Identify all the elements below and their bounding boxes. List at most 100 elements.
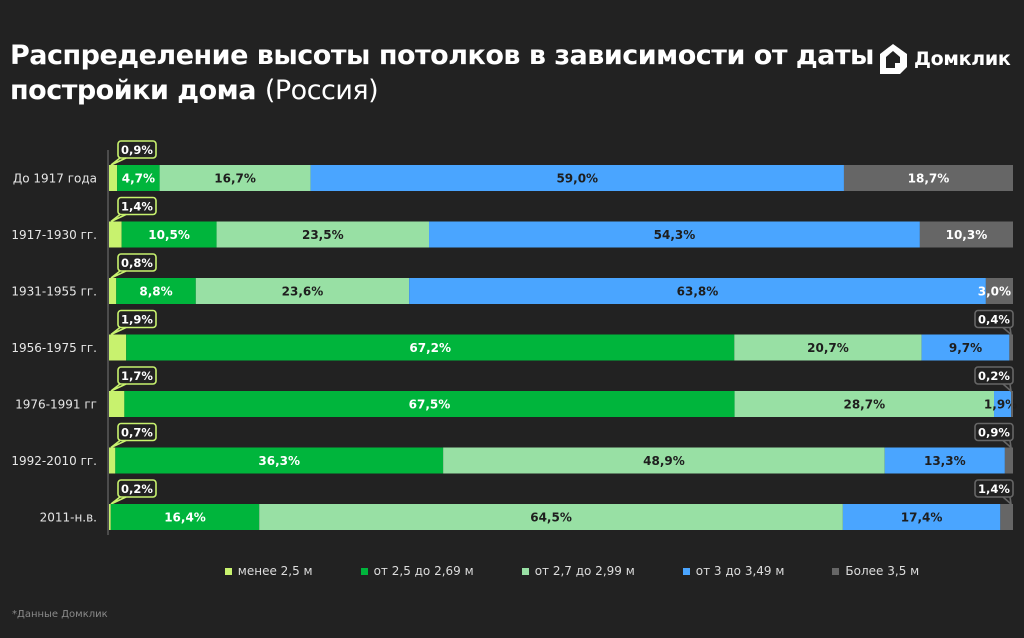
data-label: 17,4% xyxy=(901,511,943,525)
callout-box xyxy=(117,253,157,272)
bar-segment xyxy=(109,391,125,417)
category-label: 1956-1975 гг. xyxy=(11,341,97,355)
data-label: 0,9% xyxy=(978,426,1010,440)
bar-segment xyxy=(110,504,260,530)
data-label: 1,9% xyxy=(121,313,153,327)
category-label: До 1917 года xyxy=(13,172,97,186)
data-label: 10,5% xyxy=(148,228,190,242)
legend-label: от 2,7 до 2,99 м xyxy=(534,564,635,578)
legend-item: от 2,7 до 2,99 м xyxy=(521,564,635,578)
callout-box xyxy=(974,366,1014,385)
bar-segment xyxy=(985,278,1013,304)
legend-swatch xyxy=(521,567,529,575)
data-label: 1,4% xyxy=(978,482,1010,496)
data-label: 1,7% xyxy=(121,369,153,383)
callout-box xyxy=(117,479,157,498)
data-label: 0,4% xyxy=(978,313,1010,327)
footnote: *Данные Домклик xyxy=(12,609,108,620)
bar-segment xyxy=(109,447,116,474)
data-label: 13,3% xyxy=(924,454,966,468)
bar-segment xyxy=(159,165,311,191)
data-label: 0,2% xyxy=(978,369,1010,383)
category-label: 1931-1955 гг. xyxy=(11,285,97,299)
legend-item: от 3 до 3,49 м xyxy=(682,564,785,578)
legend-item: от 2,5 до 2,69 м xyxy=(360,564,474,578)
bar-segment xyxy=(443,447,885,474)
bar-segment xyxy=(884,447,1005,474)
bar-segment xyxy=(109,165,118,191)
callout-box xyxy=(117,140,157,159)
data-label: 20,7% xyxy=(807,341,849,355)
legend-swatch xyxy=(224,567,232,575)
callout-pointer xyxy=(1002,383,1013,394)
data-label: 1,9% xyxy=(984,398,1017,412)
data-label: 0,8% xyxy=(121,256,153,270)
bar-segment xyxy=(1011,391,1013,417)
legend-swatch xyxy=(360,567,368,575)
bar-segment xyxy=(1000,504,1013,530)
data-label: 16,4% xyxy=(164,511,206,525)
legend-label: от 2,5 до 2,69 м xyxy=(373,564,474,578)
callout-box xyxy=(117,366,157,385)
bar-segment xyxy=(116,278,196,304)
data-label: 3,0% xyxy=(978,285,1011,299)
data-label: 59,0% xyxy=(556,172,598,186)
bar-segment xyxy=(216,221,430,248)
data-label: 67,2% xyxy=(409,341,451,355)
callout-box xyxy=(117,422,157,442)
bar-segment xyxy=(429,221,920,248)
callout-box xyxy=(974,422,1014,442)
data-label: 67,5% xyxy=(409,398,451,412)
title-suffix: (Россия) xyxy=(264,75,379,106)
bar-segment xyxy=(117,165,160,191)
legend-swatch xyxy=(832,567,840,575)
bar-segment xyxy=(259,504,843,530)
bar-segment xyxy=(124,391,735,417)
callout-pointer xyxy=(110,157,127,166)
bar-segment xyxy=(310,165,844,191)
bar-segment xyxy=(121,221,217,248)
data-label: 8,8% xyxy=(139,285,172,299)
title-main: Распределение высоты потолков в зависимо… xyxy=(10,40,874,106)
bar-segment xyxy=(409,278,986,304)
data-label: 18,7% xyxy=(908,172,950,186)
callout-pointer xyxy=(1002,496,1013,507)
data-label: 63,8% xyxy=(677,285,719,299)
bar-segment xyxy=(126,334,735,361)
legend-swatch xyxy=(682,567,690,575)
bar-segment xyxy=(843,165,1013,191)
data-label: 64,5% xyxy=(530,511,572,525)
chart-title: Распределение высоты потолков в зависимо… xyxy=(10,38,1024,108)
callout-pointer xyxy=(1002,326,1013,337)
callout-box xyxy=(974,479,1014,498)
callout-pointer xyxy=(110,213,127,223)
data-label: 9,7% xyxy=(949,341,982,355)
domclick-logo: Домклик xyxy=(878,43,1011,75)
data-label: 54,3% xyxy=(654,228,696,242)
bar-segment xyxy=(1004,447,1013,474)
bar-segment xyxy=(921,334,1010,361)
category-label: 1976-1991 гг xyxy=(15,398,97,412)
bar-segment xyxy=(115,447,444,474)
callout-pointer xyxy=(110,326,127,336)
data-label: 1,4% xyxy=(121,200,153,214)
bar-segment xyxy=(734,334,922,361)
bar-segment xyxy=(195,278,410,304)
house-logo-icon xyxy=(880,44,907,74)
callout-pointer xyxy=(110,270,127,279)
category-label: 1917-1930 гг. xyxy=(11,228,97,242)
callout-pointer xyxy=(1002,439,1013,450)
data-label: 10,3% xyxy=(946,228,988,242)
callout-box xyxy=(117,196,157,216)
bar-segment xyxy=(109,221,122,248)
legend-label: менее 2,5 м xyxy=(237,564,313,578)
legend-label: Более 3,5 м xyxy=(845,564,920,578)
callout-pointer xyxy=(110,496,127,505)
stacked-bar-chart: До 1917 года 0,9% 4,7% 16,7% 59,0% 18,7% 1917-… xyxy=(11,140,1017,535)
data-label: 36,3% xyxy=(258,454,300,468)
legend-label: от 3 до 3,49 м xyxy=(695,564,785,578)
data-label: 0,9% xyxy=(121,143,153,157)
callout-pointer xyxy=(110,383,127,392)
data-label: 16,7% xyxy=(214,172,256,186)
